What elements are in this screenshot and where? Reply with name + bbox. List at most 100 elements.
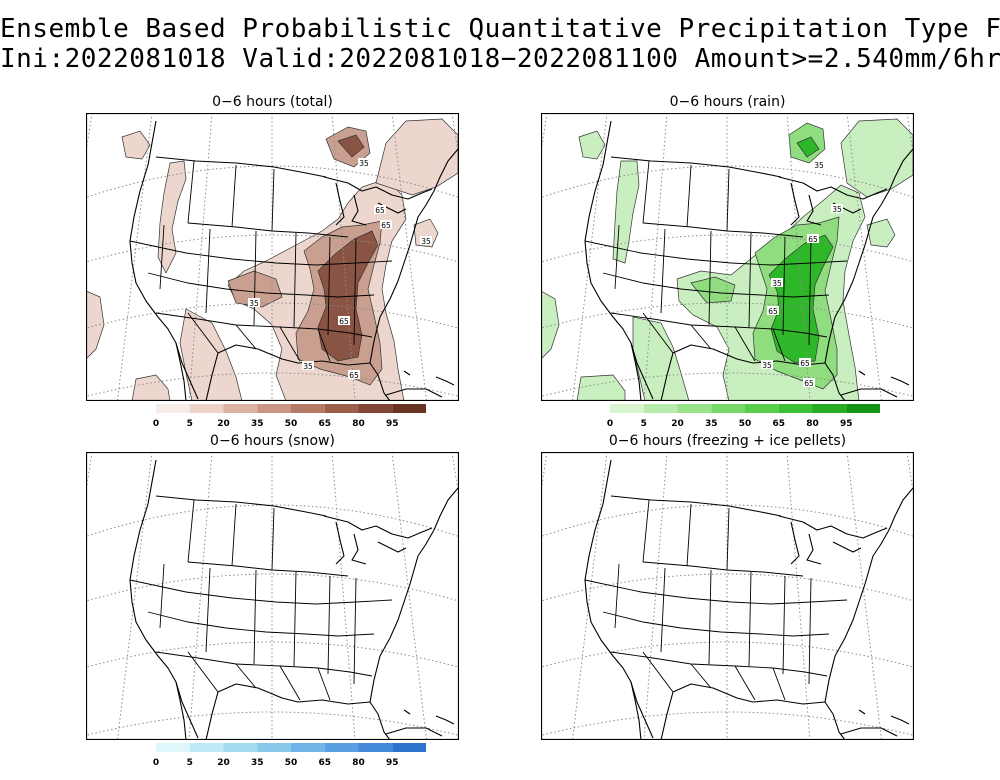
state-border — [187, 222, 349, 238]
state-border — [205, 228, 211, 314]
state-border — [614, 224, 620, 290]
contour-label: 35 — [772, 279, 782, 288]
colorbar-swatch — [392, 743, 426, 752]
map-frame — [541, 452, 914, 740]
state-border — [293, 232, 297, 328]
state-border — [235, 324, 257, 350]
state-border — [205, 567, 211, 653]
state-border — [187, 651, 219, 693]
coastline — [630, 342, 654, 400]
state-border — [772, 667, 786, 701]
state-border — [231, 164, 237, 228]
state-border — [147, 611, 375, 637]
coastline — [790, 182, 800, 226]
coastline — [385, 727, 443, 737]
contour-label: 65 — [800, 359, 810, 368]
colorbar-label: 35 — [251, 758, 264, 768]
contour-label-bg — [813, 160, 825, 169]
coastline — [824, 148, 914, 364]
state-border — [235, 663, 257, 689]
contour-label-bg — [358, 158, 370, 167]
state-border — [748, 232, 752, 328]
contour-label: 35 — [832, 205, 842, 214]
coastline — [323, 176, 433, 200]
grid-line — [541, 573, 914, 602]
state-border — [187, 499, 195, 563]
coastline — [369, 148, 459, 364]
coastline — [858, 370, 866, 376]
state-border — [317, 328, 331, 362]
state-border — [772, 328, 786, 362]
contour-label-bg — [302, 361, 314, 370]
map-frame — [541, 113, 914, 401]
coastline — [155, 156, 327, 178]
state-border — [159, 563, 165, 629]
coastline — [824, 487, 914, 703]
colorbar-label: 0 — [153, 758, 159, 768]
state-border — [271, 507, 275, 571]
state-borders — [584, 160, 848, 362]
colorbar-label: 65 — [318, 419, 331, 429]
contour-label: 35 — [421, 237, 431, 246]
colorbar-swatch — [324, 404, 359, 413]
contour-label: 35 — [303, 362, 313, 371]
contour-label-bg — [803, 378, 815, 387]
state-border — [726, 168, 730, 232]
colorbar-label: 20 — [671, 419, 684, 429]
probability-region-light — [541, 290, 560, 360]
state-border — [642, 561, 804, 577]
coastline — [630, 681, 654, 739]
panel-title-freezing: 0−6 hours (freezing + ice pellets) — [608, 433, 847, 449]
state-border — [584, 579, 848, 605]
colorbar-label: 50 — [285, 419, 298, 429]
colorbar-swatch — [812, 404, 847, 413]
colorbar-swatch — [745, 404, 779, 413]
panel-title-rain: 0−6 hours (rain) — [669, 94, 786, 110]
probability-region-light — [576, 374, 626, 401]
colorbar-label: 5 — [187, 419, 193, 429]
coastline — [610, 156, 782, 178]
colorbar-label: 35 — [705, 419, 718, 429]
state-border — [353, 577, 357, 685]
colorbar-label: 65 — [772, 419, 785, 429]
colorbar-swatch — [223, 743, 258, 752]
state-border — [808, 238, 812, 346]
map-panel-freezing — [541, 452, 914, 740]
colorbar-swatch — [257, 743, 291, 752]
colorbar-label: 95 — [840, 419, 853, 429]
contour-label-bg — [767, 306, 779, 315]
colorbar-swatch — [392, 404, 426, 413]
coastline — [790, 521, 800, 565]
state-border — [690, 324, 712, 350]
latlon-grid — [86, 113, 459, 401]
state-border — [686, 164, 692, 228]
state-border — [660, 567, 666, 653]
map-frame — [86, 452, 459, 740]
figure-title: Ensemble Based Probabilistic Quantitativ… — [0, 14, 1000, 44]
state-border — [748, 571, 752, 667]
colorbar-label: 35 — [251, 419, 264, 429]
colorbar-swatch — [778, 404, 813, 413]
colorbar-label: 20 — [217, 758, 230, 768]
state-border — [734, 326, 756, 362]
coastline — [610, 495, 782, 517]
state-border — [293, 571, 297, 667]
state-borders — [584, 499, 848, 701]
coastline — [351, 533, 367, 565]
probability-region-light — [121, 130, 151, 160]
state-border — [690, 663, 712, 689]
panel-title-total: 0−6 hours (total) — [212, 94, 333, 110]
coastline — [369, 487, 459, 703]
probability-region-mid — [690, 276, 736, 304]
state-border — [808, 577, 812, 685]
contour-label-bg — [420, 236, 432, 245]
coastline — [778, 176, 888, 200]
state-border — [660, 228, 666, 314]
colorbar-swatch — [846, 404, 880, 413]
colorbar-label: 5 — [641, 419, 647, 429]
state-border — [129, 579, 393, 605]
colorbar-label: 20 — [217, 419, 230, 429]
coastline — [832, 541, 862, 553]
state-border — [642, 160, 650, 224]
contour-label-bg — [771, 278, 783, 287]
